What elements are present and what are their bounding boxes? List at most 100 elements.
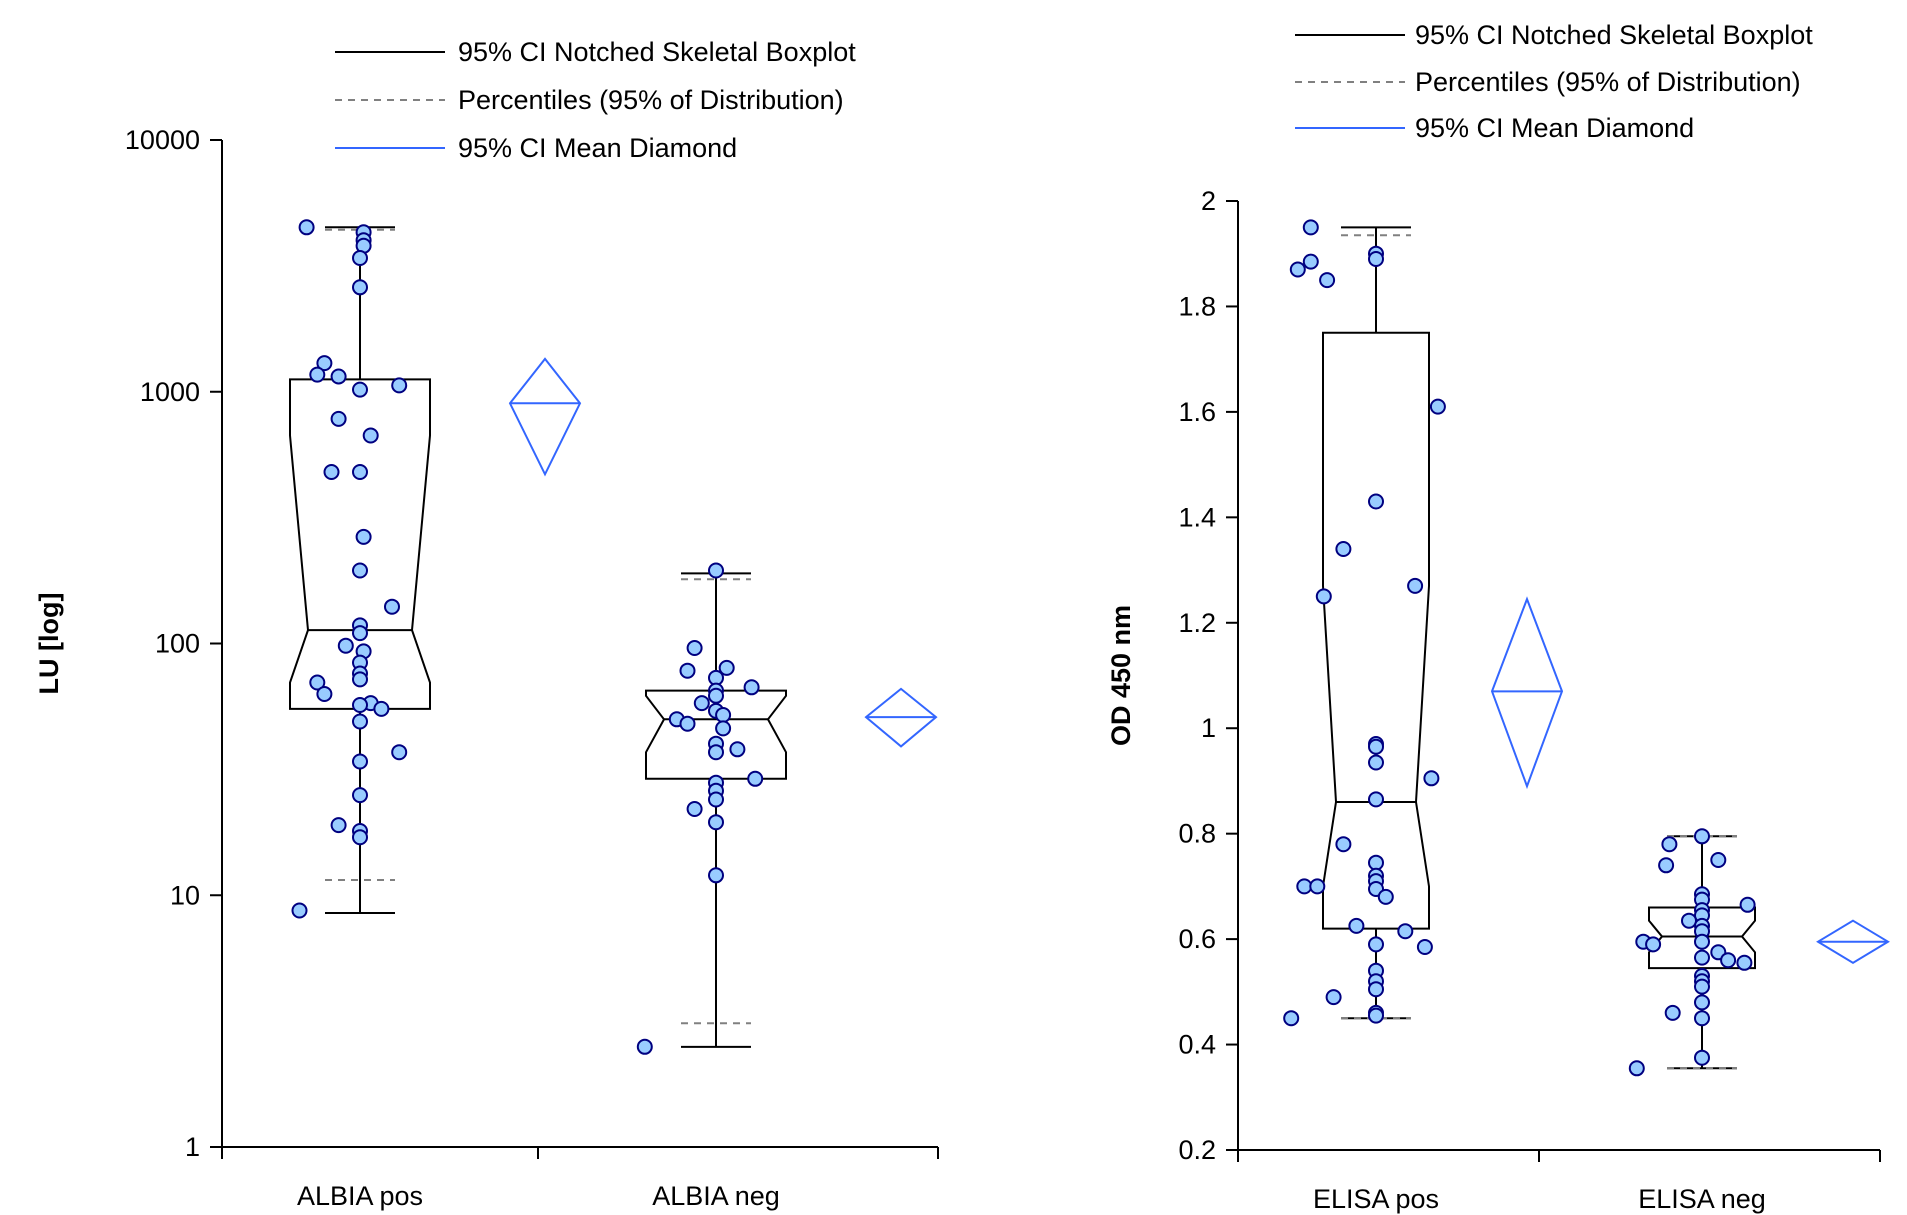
y-tick-label: 1	[185, 1132, 200, 1162]
data-point	[362, 427, 379, 444]
data-point	[316, 355, 333, 372]
y-tick-label: 1.4	[1178, 502, 1216, 532]
data-point	[708, 562, 724, 579]
data-point	[1694, 1049, 1710, 1066]
data-point	[330, 410, 347, 427]
data-point	[693, 695, 710, 712]
data-point	[1661, 836, 1678, 853]
data-point	[715, 707, 732, 723]
y-tick-label: 1	[1201, 713, 1216, 743]
y-axis-title: LU [log]	[34, 593, 64, 695]
data-point	[1407, 577, 1424, 594]
legend-label: 95% CI Notched Skeletal Boxplot	[1415, 20, 1813, 50]
data-point	[1694, 994, 1710, 1011]
data-point	[1694, 933, 1710, 950]
data-point	[1694, 978, 1710, 995]
data-point	[715, 720, 732, 737]
y-tick-label: 0.4	[1178, 1030, 1216, 1060]
data-point	[1348, 917, 1365, 934]
data-point	[1736, 954, 1753, 971]
data-point	[1325, 989, 1342, 1006]
data-point	[323, 464, 340, 480]
data-point	[1368, 493, 1384, 510]
albia-boxplot-panel: 1 10 100 1000 10000 ALBIA pos ALBIA neg LU [log…	[34, 37, 939, 1211]
data-point	[1368, 854, 1384, 871]
data-point	[352, 829, 368, 846]
y-axis-title: OD 450 nm	[1106, 605, 1136, 746]
data-point	[352, 713, 368, 730]
data-point	[1416, 939, 1433, 955]
mean-diamond	[1490, 596, 1564, 790]
data-point	[1739, 896, 1756, 913]
data-point	[1720, 952, 1737, 969]
data-point	[330, 817, 347, 834]
data-point	[352, 697, 368, 713]
data-point	[1658, 857, 1675, 874]
x-tick-label: ALBIA pos	[297, 1181, 423, 1211]
data-point	[686, 801, 703, 817]
data-point	[337, 637, 354, 654]
y-tick-label: 0.8	[1178, 819, 1216, 849]
data-point	[1368, 791, 1384, 808]
data-point	[1694, 1010, 1710, 1027]
data-point	[352, 787, 368, 804]
y-tick-label: 0.6	[1178, 924, 1216, 954]
data-point	[1694, 828, 1710, 845]
data-point	[1335, 836, 1352, 853]
data-point	[1319, 272, 1336, 289]
data-point	[352, 250, 368, 266]
data-point	[708, 687, 724, 704]
data-point	[1368, 738, 1384, 755]
data-point	[352, 464, 368, 480]
y-tick-label: 0.2	[1178, 1135, 1216, 1165]
y-tick-label: 1.2	[1178, 608, 1216, 638]
data-point	[355, 528, 372, 545]
mean-diamond	[864, 687, 938, 748]
data-point	[352, 753, 368, 770]
y-tick-label: 1.6	[1178, 397, 1216, 427]
data-point	[1315, 588, 1332, 605]
legend-label: 95% CI Mean Diamond	[458, 133, 737, 163]
data-point	[1645, 936, 1662, 953]
elisa-boxplot-panel: 0.2 0.4 0.6 0.8 1 1.2 1.4 1.6 1.8 2 ELISA pos ELISA…	[1106, 20, 1890, 1214]
data-point	[1368, 936, 1384, 953]
data-point	[1368, 251, 1384, 267]
mean-diamond	[508, 357, 582, 477]
data-point	[729, 741, 746, 758]
legend-label: Percentiles (95% of Distribution)	[458, 85, 844, 115]
data-point	[708, 744, 724, 761]
y-tick-label: 1.8	[1178, 291, 1216, 321]
data-point	[1429, 398, 1446, 415]
data-point	[1423, 770, 1440, 787]
data-point	[309, 366, 326, 383]
data-point	[391, 744, 408, 761]
data-point	[1368, 1007, 1384, 1024]
data-point	[1397, 923, 1414, 940]
data-point	[298, 219, 315, 236]
data-point	[1368, 754, 1384, 771]
data-point	[636, 1038, 653, 1055]
data-point	[316, 686, 333, 702]
data-point	[708, 814, 724, 831]
y-tick-label: 100	[155, 629, 200, 659]
data-point	[1296, 878, 1313, 895]
data-point	[747, 770, 764, 787]
data-point	[1302, 253, 1319, 270]
x-tick-label: ELISA pos	[1313, 1184, 1439, 1214]
legend-label: Percentiles (95% of Distribution)	[1415, 67, 1801, 97]
data-point	[1694, 949, 1710, 966]
data-point	[1283, 1010, 1300, 1027]
data-point	[743, 679, 760, 696]
y-tick-label: 2	[1201, 186, 1216, 216]
data-point	[679, 715, 696, 732]
data-point	[708, 791, 724, 808]
data-point	[1377, 888, 1394, 905]
y-tick-label: 1000	[140, 377, 200, 407]
x-tick-label: ELISA neg	[1638, 1184, 1766, 1214]
data-point	[352, 381, 368, 398]
data-point	[686, 640, 703, 656]
data-point	[1335, 541, 1352, 557]
data-point	[309, 674, 326, 691]
data-point	[1681, 912, 1697, 929]
data-point	[330, 368, 347, 385]
